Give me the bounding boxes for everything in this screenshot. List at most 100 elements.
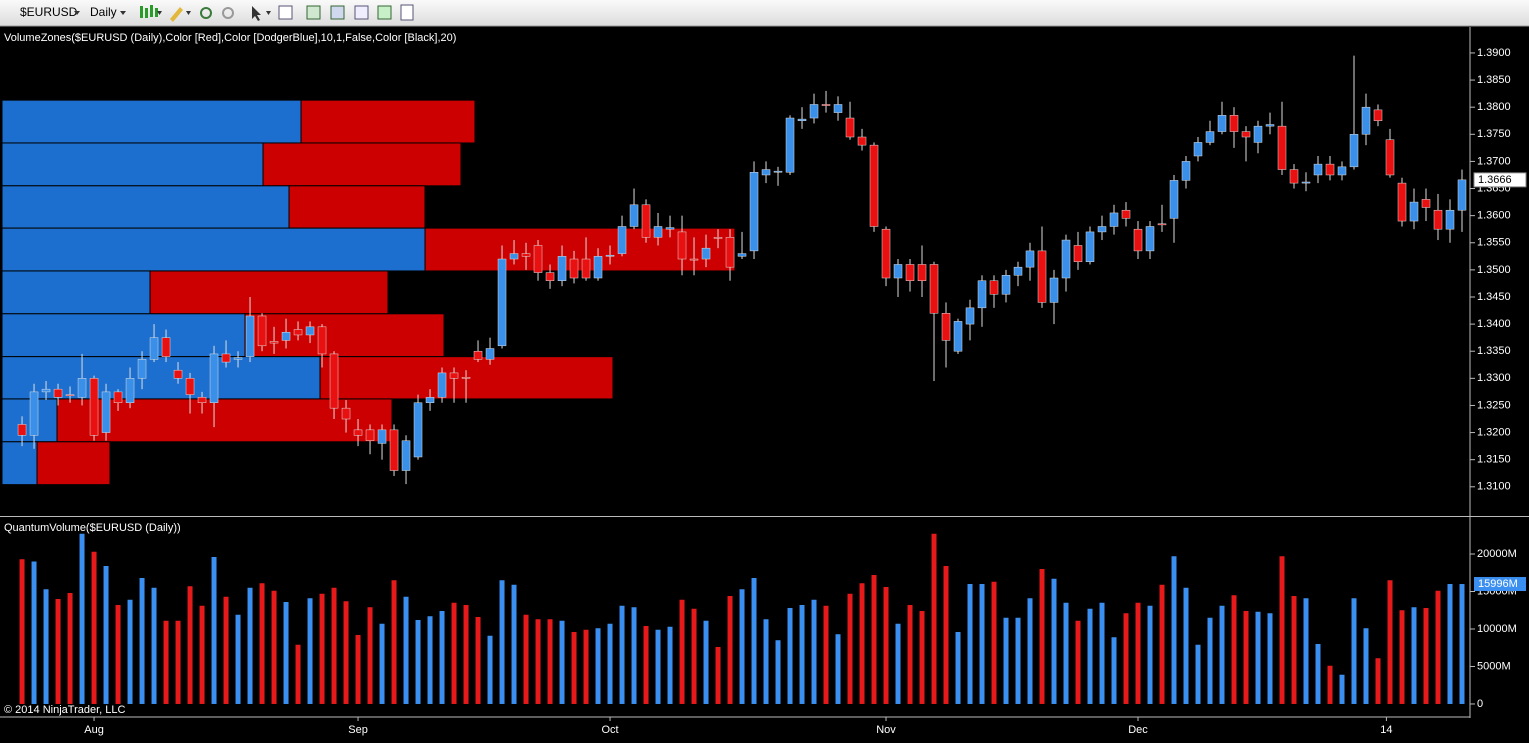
candle-body — [1349, 134, 1359, 168]
volume-bar — [1375, 658, 1381, 704]
candle-body — [209, 353, 219, 403]
candle-body — [953, 321, 963, 352]
candle-body — [1013, 266, 1023, 276]
candle-body — [857, 136, 867, 146]
candle-body — [1037, 250, 1047, 303]
volume-bar — [667, 626, 673, 704]
candle-body — [77, 378, 87, 398]
volume-bar — [535, 619, 541, 704]
zone-down — [36, 441, 111, 486]
y-tick-label: 5000M — [1477, 660, 1511, 672]
candle-body — [1121, 209, 1131, 219]
candle-body — [485, 348, 495, 360]
properties-button[interactable] — [354, 5, 369, 20]
zone-down — [244, 313, 445, 358]
y-tick-label: 20000M — [1477, 548, 1517, 560]
volume-bar — [235, 614, 241, 704]
data-box-button[interactable] — [400, 4, 414, 21]
y-tick-label: 1.3550 — [1477, 237, 1511, 249]
candle-body — [593, 256, 603, 279]
candle-body — [1325, 163, 1335, 176]
volume-bar — [175, 620, 181, 704]
volume-bar — [463, 604, 469, 704]
x-tick-label: Sep — [348, 724, 368, 736]
volume-bar — [727, 595, 733, 704]
dropdown-arrow[interactable] — [157, 11, 162, 15]
y-tick-label: 0 — [1477, 698, 1483, 710]
volume-bar — [223, 596, 229, 704]
volume-bar — [79, 533, 85, 704]
candle-body — [401, 440, 411, 471]
volume-bar — [487, 635, 493, 704]
y-tick-label: 1.3150 — [1477, 454, 1511, 466]
remove-button[interactable] — [222, 7, 234, 19]
candle-body — [1397, 182, 1407, 222]
reload-button[interactable] — [377, 5, 392, 20]
volume-bar — [1015, 617, 1021, 704]
volume-bar — [367, 607, 373, 704]
candle-body — [1457, 179, 1467, 211]
volume-bar — [1171, 556, 1177, 704]
volume-bar — [67, 592, 73, 704]
candle-body — [749, 172, 759, 252]
x-tick-label: Aug — [84, 724, 104, 736]
dropdown-arrow[interactable] — [74, 11, 80, 15]
chart-style-button[interactable] — [140, 5, 158, 18]
draw-tool-button[interactable] — [170, 7, 183, 22]
indicators-button[interactable] — [306, 5, 321, 20]
x-tick-label: Nov — [876, 724, 896, 736]
candle-body — [17, 424, 27, 436]
zone-down — [288, 185, 426, 229]
dropdown-arrow[interactable] — [266, 11, 271, 15]
cursor-button[interactable] — [252, 6, 261, 21]
volume-bar — [895, 623, 901, 704]
candle-body — [245, 315, 255, 357]
interval-selector[interactable]: Daily — [90, 5, 117, 19]
candle-body — [425, 397, 435, 403]
y-tick-label: 1.3800 — [1477, 101, 1511, 113]
candle-body — [797, 118, 807, 121]
y-tick-label: 1.3600 — [1477, 210, 1511, 222]
candle-body — [1097, 226, 1107, 233]
volume-bar — [943, 565, 949, 704]
volume-bar — [1207, 617, 1213, 704]
strategies-button[interactable] — [330, 5, 345, 20]
volume-bar — [139, 577, 145, 704]
candle-body — [173, 369, 183, 379]
volume-bar — [499, 580, 505, 704]
y-tick-label: 1.3350 — [1477, 345, 1511, 357]
volume-bar — [1147, 605, 1153, 704]
symbol-selector[interactable]: $EURUSD — [20, 5, 78, 19]
volume-bar — [811, 599, 817, 704]
candle-body — [65, 394, 75, 396]
volume-bar — [391, 580, 397, 704]
volume-bar — [823, 605, 829, 704]
volume-bar — [511, 584, 517, 704]
x-tick-label: Dec — [1128, 724, 1148, 736]
candle-body — [773, 170, 783, 173]
volume-bar — [1135, 602, 1141, 704]
add-button[interactable] — [200, 7, 212, 19]
volume-bar — [199, 605, 205, 704]
dropdown-arrow[interactable] — [186, 11, 191, 15]
volume-bar — [835, 634, 841, 704]
volume-bar — [19, 559, 25, 704]
candle-body — [665, 227, 675, 230]
volume-bar — [1027, 598, 1033, 704]
volume-bar — [1279, 556, 1285, 704]
zoom-button[interactable] — [278, 5, 293, 20]
volume-bar — [679, 599, 685, 704]
y-tick-label: 1.3500 — [1477, 264, 1511, 276]
dropdown-arrow[interactable] — [120, 11, 126, 15]
y-tick-label: 1.3700 — [1477, 155, 1511, 167]
candle-body — [509, 253, 519, 260]
candle-body — [1145, 226, 1155, 252]
zone-up — [1, 313, 246, 358]
candle-body — [677, 231, 687, 260]
candle-body — [1373, 109, 1383, 121]
candle-body — [533, 245, 543, 273]
volume-bar — [1339, 674, 1345, 704]
volume-bar — [259, 583, 265, 704]
x-tick-label: Oct — [601, 724, 618, 736]
